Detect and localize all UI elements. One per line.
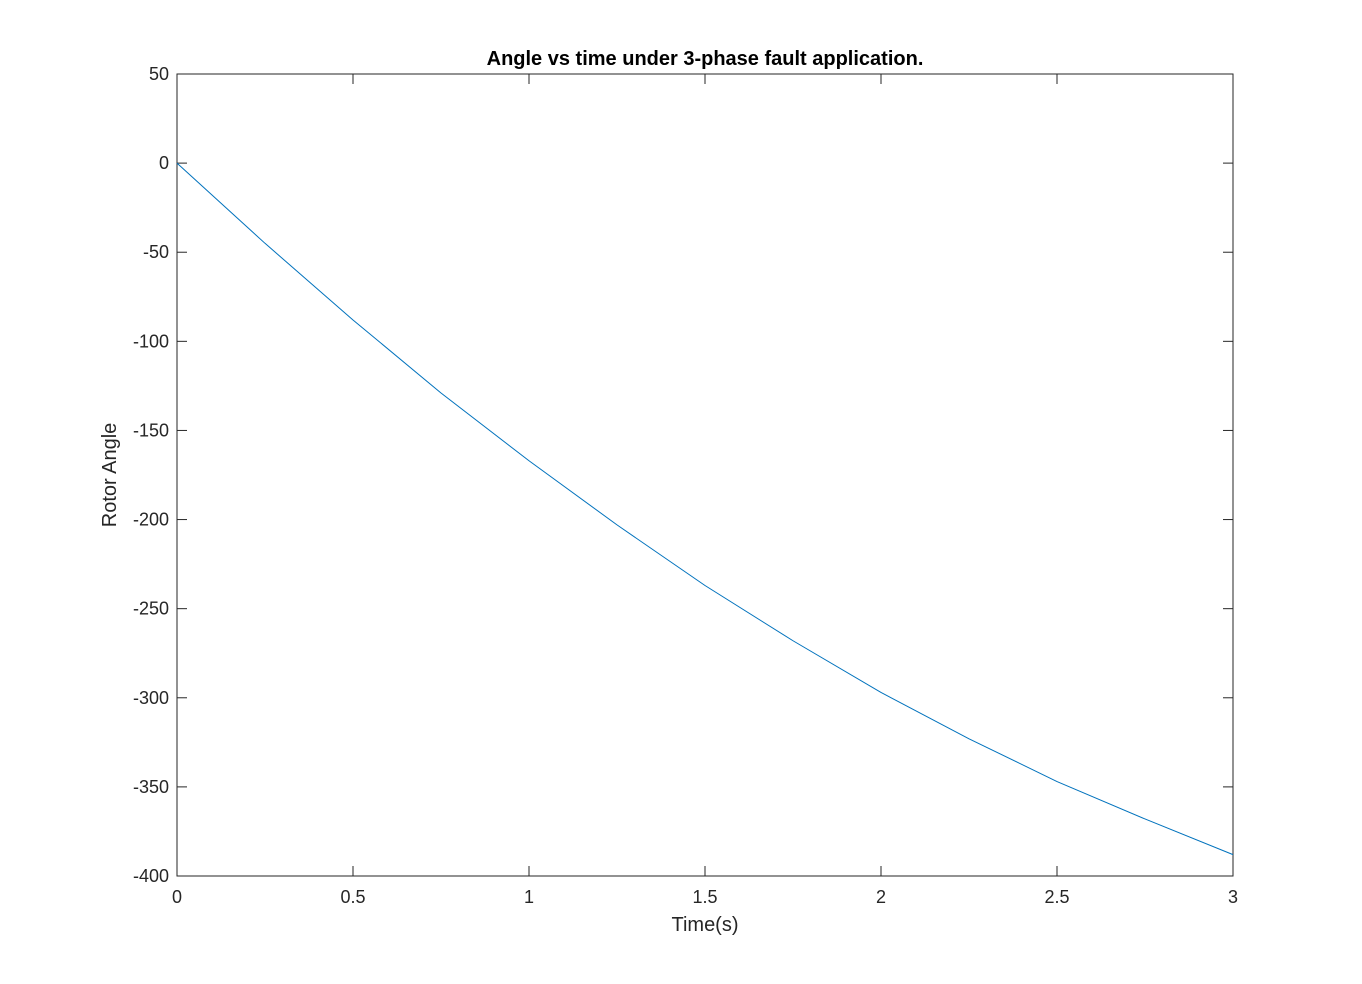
x-tick-label: 2	[876, 887, 886, 907]
y-tick-label: -200	[133, 510, 169, 530]
x-tick-label: 1.5	[692, 887, 717, 907]
y-tick-label: -100	[133, 331, 169, 351]
y-tick-label: 50	[149, 64, 169, 84]
x-tick-label: 2.5	[1044, 887, 1069, 907]
x-tick-label: 1	[524, 887, 534, 907]
y-tick-label: -50	[143, 242, 169, 262]
axes-box	[176, 73, 1234, 877]
y-tick-label: -250	[133, 599, 169, 619]
y-axis-ticks: 50 0 -50 -100 -150 -200 -250 -300 -350 -400	[133, 64, 1233, 886]
x-axis-ticks: 0 0.5 1 1.5 2 2.5 3	[172, 74, 1238, 907]
y-tick-label: 0	[159, 153, 169, 173]
plot-area: 0 0.5 1 1.5 2 2.5 3 50 0 -50 -100 -150 -200 -250 -300…	[133, 64, 1238, 907]
y-tick-label: -350	[133, 777, 169, 797]
x-tick-label: 0	[172, 887, 182, 907]
series-layer	[176, 162, 1234, 856]
series-line	[176, 162, 1234, 856]
x-tick-label: 3	[1228, 887, 1238, 907]
y-tick-label: -150	[133, 420, 169, 440]
y-tick-label: -400	[133, 866, 169, 886]
x-axis-label: Time(s)	[671, 914, 738, 936]
x-tick-label: 0.5	[340, 887, 365, 907]
y-axis-label: Rotor Angle	[99, 423, 121, 528]
y-tick-label: -300	[133, 688, 169, 708]
chart-title: Angle vs time under 3-phase fault applic…	[487, 48, 924, 70]
